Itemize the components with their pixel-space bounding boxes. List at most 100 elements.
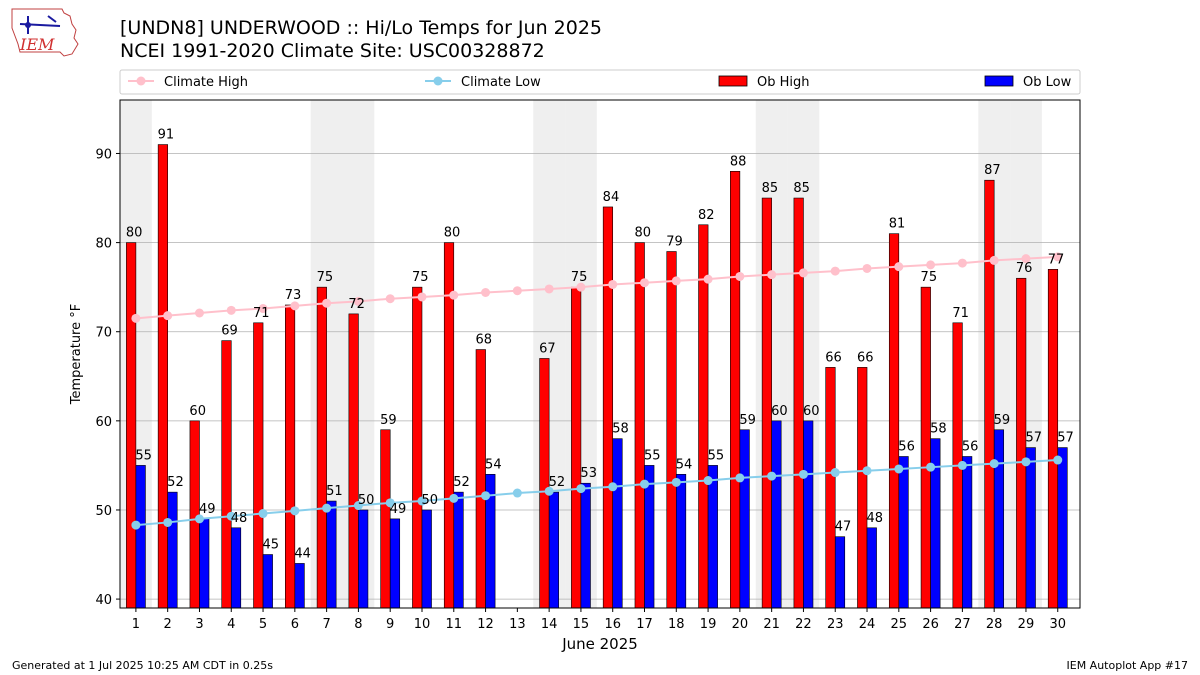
ob-high-bar	[316, 286, 327, 609]
ob-low-bar	[262, 554, 273, 609]
ob-low-value-label: 48	[231, 511, 248, 526]
ob-low-bar	[771, 420, 782, 609]
x-tick-label: 16	[604, 617, 621, 632]
climate-high-point	[449, 290, 459, 300]
ob-low-bar	[389, 518, 401, 609]
ob-low-value-label: 54	[485, 457, 502, 472]
ob-low-value-label: 58	[930, 422, 947, 437]
climate-high-point	[163, 311, 173, 321]
ob-low-value-label: 57	[1057, 431, 1074, 446]
x-tick-label: 5	[259, 617, 267, 632]
climate-high-point	[703, 274, 713, 284]
x-tick-label: 27	[954, 617, 971, 632]
ob-low-bar	[962, 456, 973, 609]
y-tick-label: 70	[95, 326, 112, 341]
ob-low-value-label: 58	[612, 422, 629, 437]
climate-low-point	[798, 469, 808, 479]
x-tick-label: 12	[477, 617, 494, 632]
ob-low-bar	[612, 438, 623, 609]
x-tick-label: 20	[732, 617, 749, 632]
climate-high-point	[894, 262, 904, 272]
x-tick-label: 19	[700, 617, 717, 632]
ob-low-value-label: 52	[167, 475, 184, 490]
x-tick-label: 10	[414, 617, 431, 632]
ob-high-value-label: 75	[317, 270, 334, 285]
legend-ob-low-label: Ob Low	[1023, 75, 1072, 90]
ob-high-value-label: 68	[476, 333, 493, 348]
ob-low-bar	[453, 491, 464, 609]
ob-low-bar	[1025, 447, 1036, 609]
climate-high-point	[322, 298, 332, 308]
generated-timestamp: Generated at 1 Jul 2025 10:25 AM CDT in …	[12, 659, 273, 672]
ob-low-value-label: 56	[898, 439, 915, 454]
x-axis-label: June 2025	[561, 635, 638, 653]
ob-high-value-label: 80	[126, 226, 143, 241]
ob-low-bar	[675, 474, 687, 609]
ob-high-value-label: 84	[603, 190, 620, 205]
ob-low-bar	[993, 429, 1005, 609]
ob-low-bar	[548, 491, 559, 609]
climate-low-point	[226, 511, 236, 521]
climate-high-point	[417, 292, 427, 302]
climate-low-point	[1021, 457, 1031, 467]
ob-low-bar	[199, 518, 210, 609]
ob-low-value-label: 55	[708, 448, 725, 463]
ob-high-value-label: 76	[1016, 261, 1033, 276]
climate-low-point	[481, 491, 491, 501]
climate-low-point	[926, 462, 936, 472]
legend-ob-high: Ob High	[718, 75, 810, 90]
ob-low-bar	[707, 465, 718, 609]
ob-low-value-label: 47	[835, 520, 852, 535]
ob-high-bar	[157, 144, 168, 609]
ob-low-bar	[421, 509, 432, 609]
climate-low-point	[830, 468, 840, 478]
climate-low-point	[290, 506, 300, 516]
climate-high-point	[671, 276, 681, 286]
y-tick-label: 80	[95, 237, 112, 252]
ob-low-bar	[358, 509, 369, 609]
y-tick-label: 90	[95, 147, 112, 162]
climate-low-point	[258, 509, 268, 519]
x-tick-label: 11	[446, 617, 463, 632]
ob-low-bar	[230, 527, 242, 609]
ob-low-value-label: 57	[1025, 431, 1042, 446]
ob-low-value-label: 60	[771, 404, 788, 419]
x-tick-label: 17	[636, 617, 653, 632]
ob-low-bar	[135, 465, 146, 609]
ob-low-bar	[834, 536, 846, 609]
ob-high-value-label: 80	[444, 226, 461, 241]
x-tick-label: 2	[164, 617, 172, 632]
ob-low-value-label: 44	[294, 546, 311, 561]
ob-high-bar	[221, 340, 232, 609]
ob-low-value-label: 59	[739, 413, 756, 428]
x-tick-label: 4	[227, 617, 235, 632]
climate-low-point	[1053, 455, 1063, 465]
ob-high-value-label: 71	[253, 306, 270, 321]
ob-high-bar	[126, 242, 137, 609]
climate-low-point	[957, 460, 967, 470]
climate-high-point	[1053, 252, 1063, 262]
chart-subtitle: NCEI 1991-2020 Climate Site: USC00328872	[120, 40, 545, 62]
climate-high-point	[989, 255, 999, 265]
ob-low-bar	[898, 456, 909, 609]
climate-low-point	[894, 464, 904, 474]
ob-high-value-label: 67	[539, 341, 556, 356]
x-tick-label: 25	[891, 617, 908, 632]
legend-ob-high-label: Ob High	[757, 75, 810, 90]
climate-low-point	[131, 520, 141, 530]
y-tick-label: 50	[95, 504, 112, 519]
x-tick-label: 23	[827, 617, 844, 632]
climate-high-point	[481, 288, 491, 298]
legend-climate-high-label: Climate High	[164, 75, 248, 90]
ob-high-bar	[284, 304, 296, 609]
ob-high-value-label: 77	[1048, 252, 1065, 267]
x-tick-label: 29	[1018, 617, 1035, 632]
ob-high-value-label: 69	[221, 324, 238, 339]
ob-high-bar	[571, 286, 582, 609]
ob-low-bar	[739, 429, 750, 609]
climate-low-point	[640, 479, 650, 489]
ob-high-value-label: 82	[698, 208, 715, 223]
ob-low-value-label: 45	[263, 538, 280, 553]
x-tick-label: 1	[132, 617, 140, 632]
